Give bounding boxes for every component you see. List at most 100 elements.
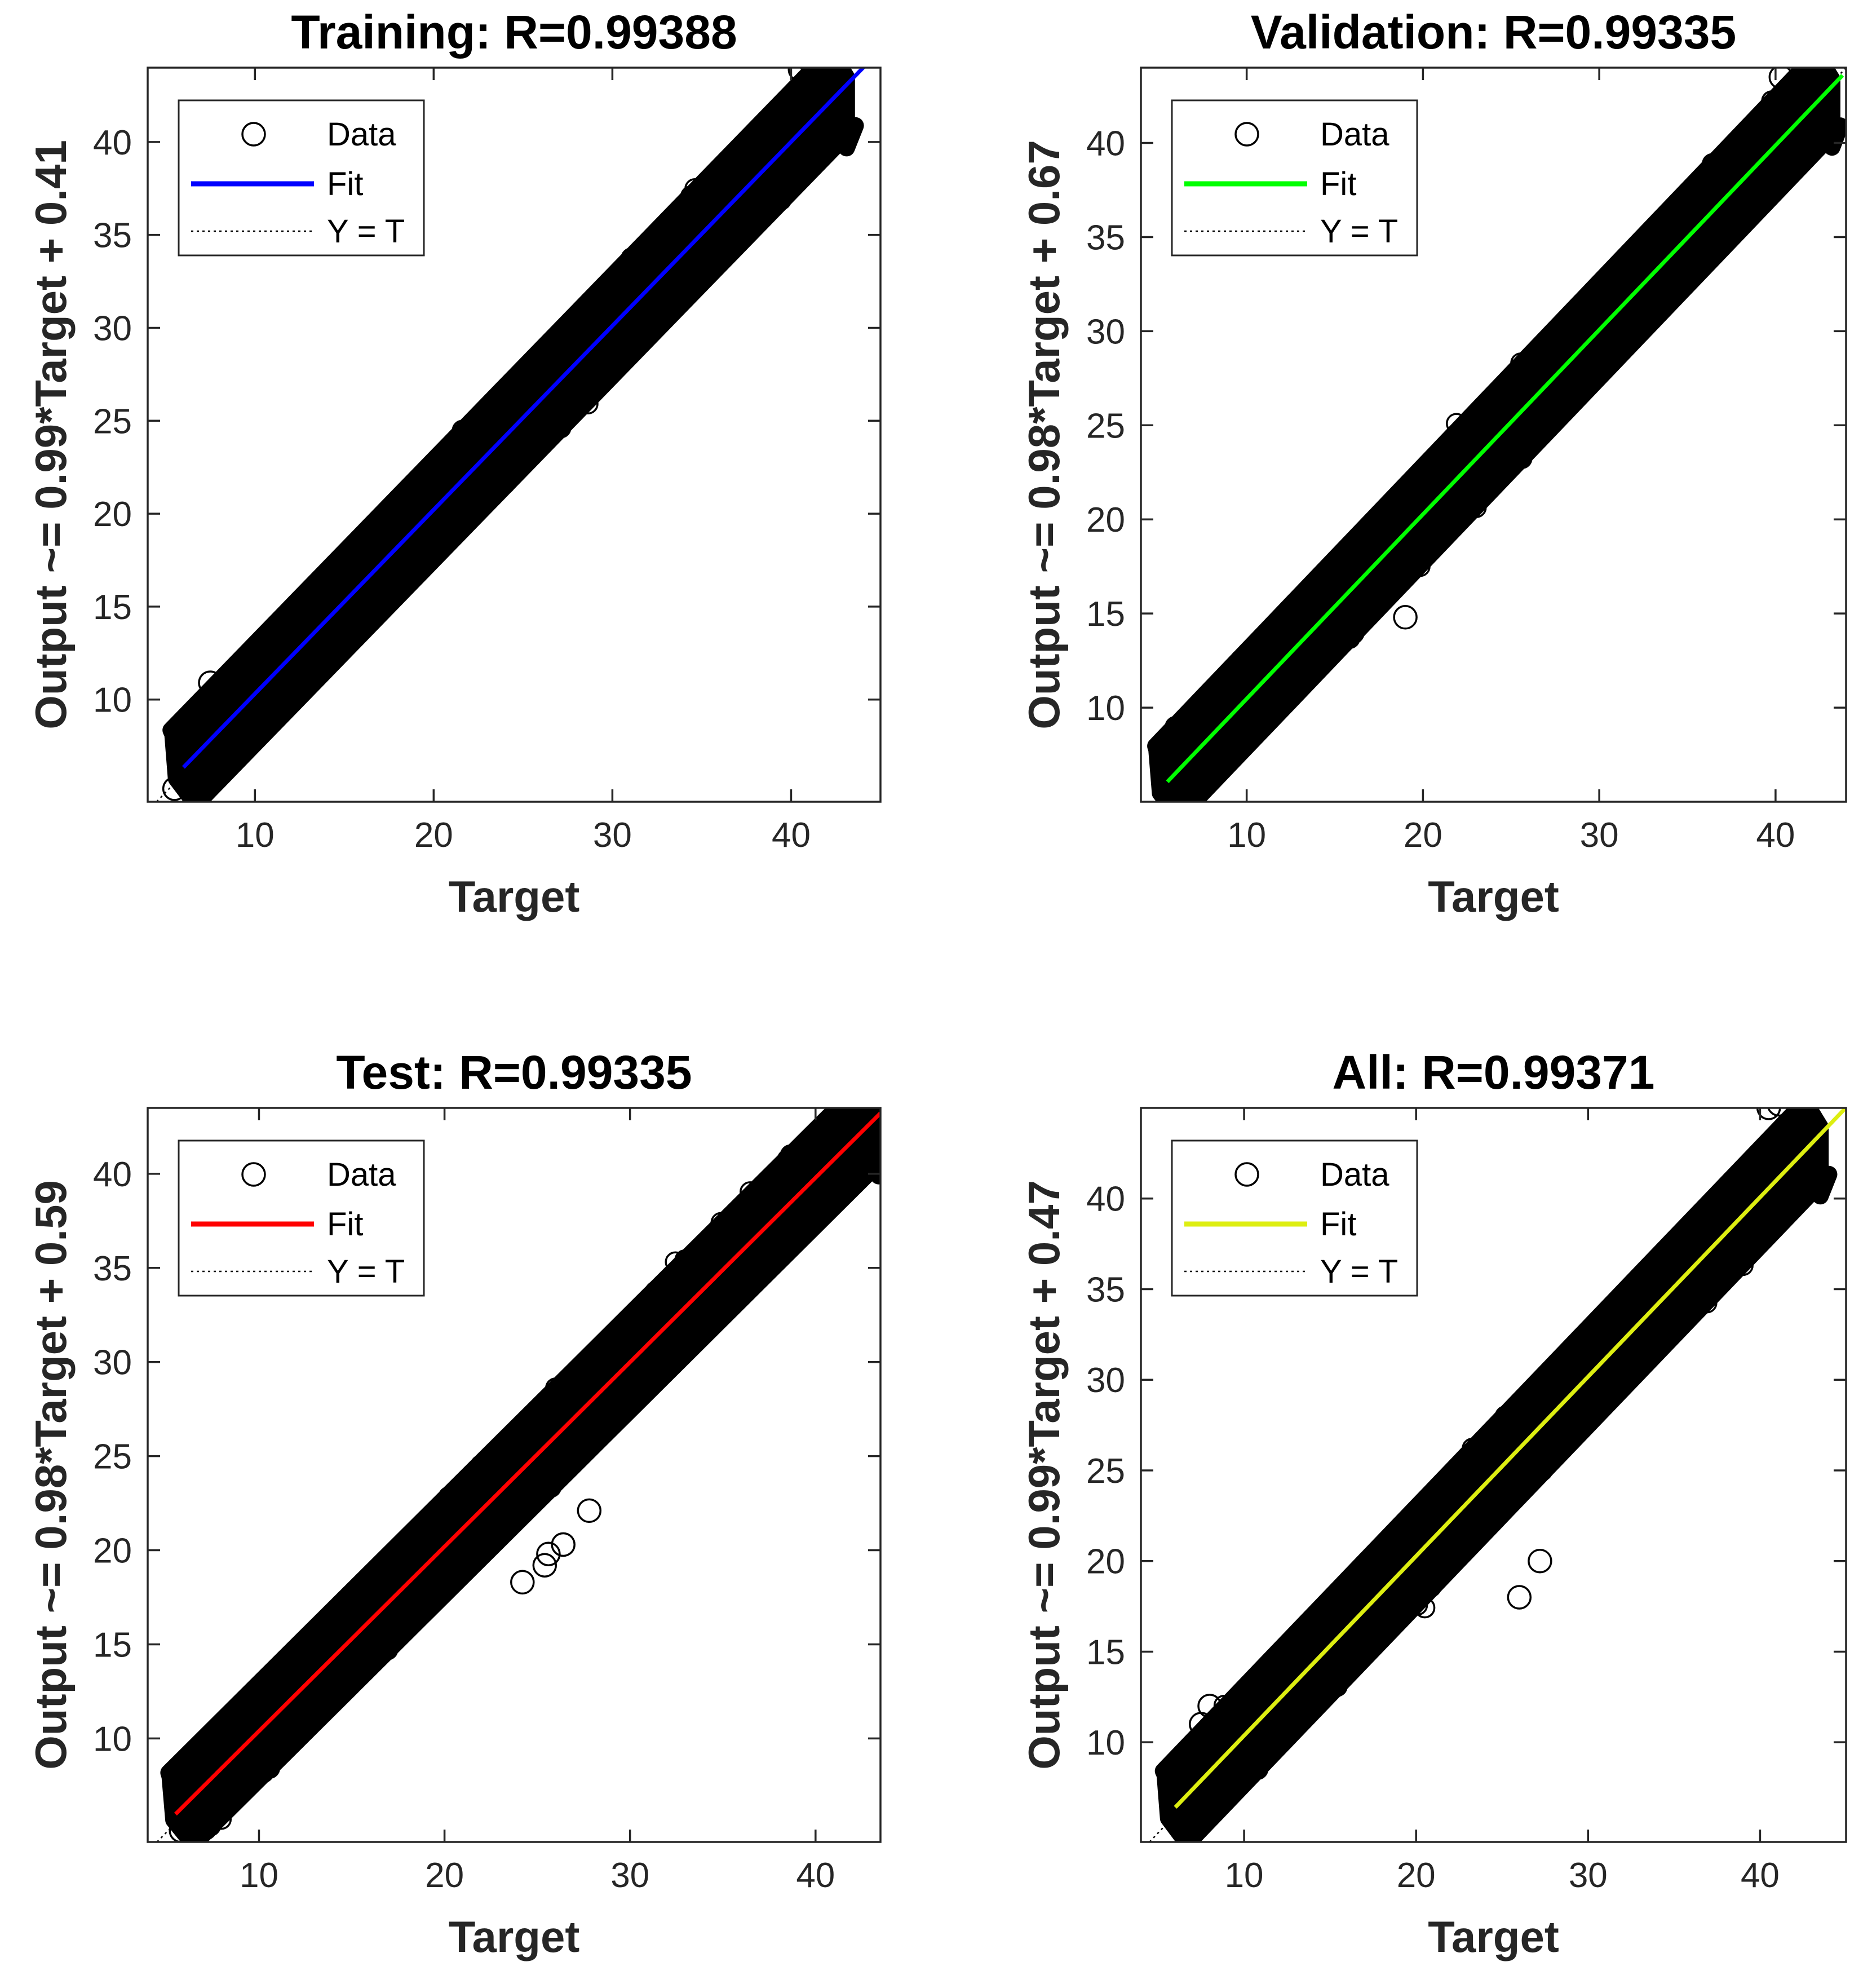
data-marker — [1487, 462, 1509, 484]
data-marker — [399, 1532, 421, 1554]
data-marker — [826, 1180, 848, 1202]
y-tick-label: 15 — [93, 588, 132, 627]
x-tick-label: 30 — [1569, 1856, 1608, 1895]
data-marker — [1427, 528, 1449, 549]
outlier-marker — [1784, 70, 1809, 95]
data-marker — [1738, 200, 1759, 222]
data-marker — [1555, 1345, 1576, 1367]
legend-data-marker — [1234, 122, 1259, 147]
fit-line — [1174, 1108, 1846, 1809]
data-marker — [1420, 1576, 1442, 1598]
legend-identity-label: Y = T — [1320, 213, 1398, 250]
data-marker — [1598, 1383, 1619, 1404]
data-marker — [1792, 1108, 1814, 1126]
legend: Data Fit Y = T — [178, 1139, 425, 1297]
data-marker — [803, 1209, 825, 1231]
data-marker — [1353, 602, 1375, 624]
data-marker — [813, 136, 835, 157]
plot-panel-3: 10 20 30 40 10 15 20 25 30 35 40 Test: R=0.99335 Tar… — [26, 1046, 882, 1962]
y-tick-label: 35 — [1086, 218, 1125, 257]
data-marker — [762, 1169, 784, 1190]
data-marker — [1441, 1465, 1463, 1487]
x-tick-label: 30 — [610, 1856, 649, 1895]
data-marker — [189, 780, 211, 802]
y-tick-label: 25 — [93, 402, 132, 441]
data-marker — [1611, 1366, 1632, 1387]
plot-title: Training: R=0.99388 — [291, 6, 737, 59]
data-marker — [1653, 213, 1674, 235]
data-marker — [431, 1574, 453, 1596]
data-marker — [622, 1312, 644, 1333]
data-marker — [1197, 768, 1219, 790]
data-marker — [1712, 156, 1734, 177]
outlier-marker — [510, 1570, 535, 1595]
data-marker — [860, 1147, 880, 1168]
data-marker — [1383, 492, 1405, 514]
data-marker — [1534, 1454, 1556, 1475]
data-marker — [780, 1144, 802, 1166]
data-marker — [542, 1388, 564, 1410]
data-marker — [402, 1523, 424, 1544]
data-marker — [1694, 1289, 1715, 1310]
data-marker — [796, 1141, 817, 1163]
data-marker — [1566, 377, 1587, 399]
data-marker — [684, 178, 706, 200]
outlier-marker — [536, 1541, 561, 1566]
y-axis-label: Output ~= 0.98*Target + 0.59 — [26, 1180, 76, 1769]
data-marker — [574, 1357, 596, 1379]
data-marker — [299, 1625, 321, 1647]
data-marker — [452, 419, 473, 441]
data-marker — [463, 1546, 485, 1567]
data-marker — [640, 1372, 661, 1394]
y-tick-label: 25 — [1086, 1452, 1125, 1491]
plot-title: Test: R=0.99335 — [336, 1046, 692, 1099]
data-marker — [386, 574, 408, 595]
plot-title: Validation: R=0.99335 — [1251, 6, 1736, 59]
legend-fit-label: Fit — [327, 1206, 363, 1243]
data-marker — [1336, 549, 1357, 571]
y-tick-label: 30 — [1086, 1361, 1125, 1400]
identity-line — [1158, 68, 1846, 802]
data-marker — [1696, 1292, 1718, 1314]
data-marker — [1762, 1212, 1783, 1234]
data-marker — [1572, 1413, 1594, 1435]
data-marker — [1594, 1387, 1616, 1409]
x-tick-label: 40 — [1741, 1856, 1780, 1895]
data-marker — [646, 309, 667, 331]
legend-data-label: Data — [1320, 1156, 1389, 1193]
data-marker — [1678, 191, 1699, 213]
data-marker — [773, 184, 795, 206]
data-marker — [698, 1234, 720, 1255]
plot-panel-4: 10 20 30 40 10 15 20 25 30 35 40 All: R=0.99371 Targ… — [1019, 1046, 1847, 1962]
y-tick-label: 10 — [93, 681, 132, 720]
legend-identity-label: Y = T — [1320, 1253, 1398, 1290]
y-tick-label: 40 — [93, 1155, 132, 1194]
data-marker — [1791, 149, 1813, 171]
data-marker — [525, 355, 546, 377]
data-marker — [1599, 348, 1621, 369]
data-marker — [388, 1616, 410, 1638]
y-axis-label: Output ~= 0.98*Target + 0.67 — [1019, 140, 1069, 729]
data-marker — [1189, 701, 1210, 723]
data-marker — [1414, 1597, 1436, 1619]
data-marker — [1187, 785, 1208, 802]
data-marker — [1504, 1397, 1526, 1419]
data-marker — [669, 1336, 691, 1358]
data-marker — [780, 176, 802, 197]
data-marker — [1803, 68, 1825, 82]
data-marker — [494, 472, 516, 494]
data-marker — [246, 1757, 268, 1779]
plot-content — [1149, 1108, 1846, 1842]
data-marker — [1166, 1755, 1188, 1777]
outlier-marker — [787, 68, 813, 82]
data-marker — [259, 1757, 280, 1779]
data-marker — [1741, 120, 1762, 142]
data-marker — [1230, 1689, 1252, 1710]
data-marker — [685, 1249, 707, 1271]
data-marker — [506, 1428, 528, 1450]
data-marker — [639, 1295, 661, 1317]
data-marker — [1471, 1438, 1492, 1460]
data-marker — [745, 1265, 767, 1287]
data-marker — [1175, 1826, 1197, 1842]
data-marker — [647, 231, 668, 253]
